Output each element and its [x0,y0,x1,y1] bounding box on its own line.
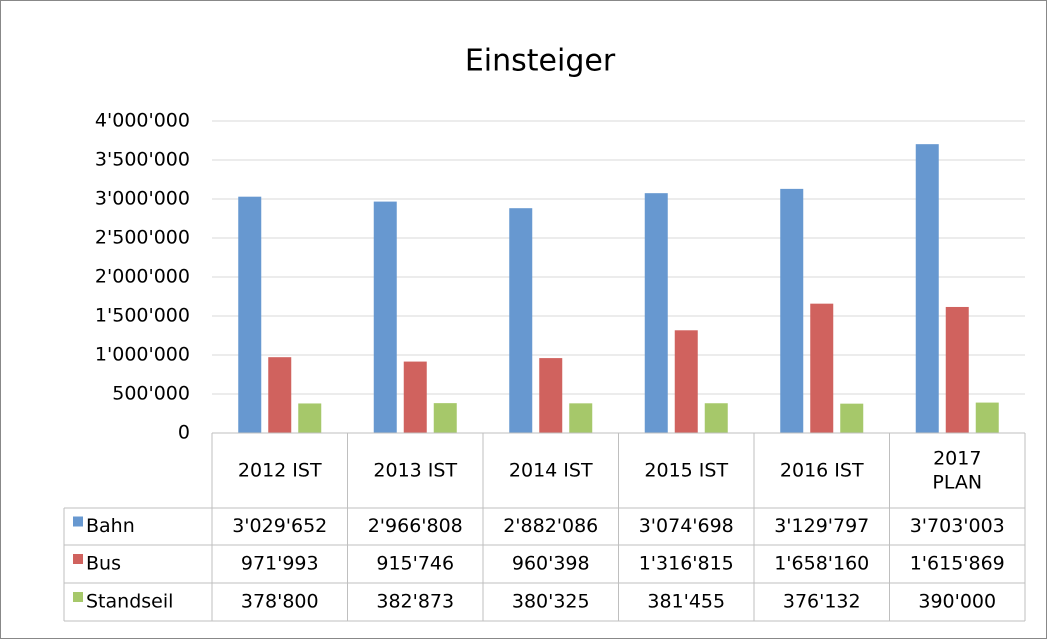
bar [674,330,698,433]
bar [945,306,969,433]
table-cell: 1'615'869 [910,553,1005,575]
table-cell: 382'873 [376,591,454,613]
bar [569,403,593,433]
legend-label: Bus [86,553,121,575]
legend-label: Standseil [86,591,173,613]
table-cell: 3'129'797 [774,515,869,537]
y-tick-label: 1'500'000 [95,305,190,327]
bar [509,208,533,433]
legend-label: Bahn [86,515,135,537]
legend-swatch [73,516,83,527]
bar [975,402,999,433]
x-tick-label: 2015 IST [644,459,728,481]
bar [840,403,864,433]
bar [780,188,804,433]
table-cell: 2'966'808 [368,515,463,537]
bar [238,196,262,433]
table-cell: 381'455 [647,591,725,613]
table-cell: 378'800 [241,591,319,613]
x-tick-label: 2017 PLAN [932,447,982,493]
y-tick-label: 3'000'000 [95,188,190,210]
table-cell: 3'703'003 [910,515,1005,537]
bar [810,303,834,433]
x-tick-label: 2012 IST [238,459,322,481]
table-cell: 960'398 [512,553,590,575]
bar [298,403,322,433]
y-tick-label: 0 [178,422,190,444]
bar [915,144,939,433]
chart-title: Einsteiger [465,44,616,79]
bar [373,201,397,433]
x-tick-label: 2016 IST [780,459,864,481]
y-tick-label: 3'500'000 [95,149,190,171]
y-tick-label: 2'500'000 [95,227,190,249]
legend-swatch [73,554,83,564]
table-cell: 915'746 [376,553,454,575]
bar [403,361,427,433]
bar [644,193,668,433]
table-cell: 380'325 [512,591,590,613]
y-tick-label: 2'000'000 [95,266,190,288]
x-tick-label: 2014 IST [509,459,593,481]
table-cell: 971'993 [241,553,319,575]
table-cell: 3'074'698 [639,515,734,537]
table-cell: 3'029'652 [232,515,327,537]
x-tick-label: 2013 IST [373,459,457,481]
y-tick-label: 500'000 [112,383,190,405]
legend-swatch [73,592,83,602]
bar [539,358,563,433]
table-cell: 1'316'815 [639,553,734,575]
bar [433,403,457,433]
bar [268,357,292,433]
y-tick-label: 4'000'000 [95,110,190,132]
table-cell: 390'000 [918,591,996,613]
table-cell: 2'882'086 [503,515,598,537]
y-tick-label: 1'000'000 [95,344,190,366]
table-cell: 376'132 [783,591,861,613]
bar [704,403,728,433]
table-cell: 1'658'160 [774,553,869,575]
